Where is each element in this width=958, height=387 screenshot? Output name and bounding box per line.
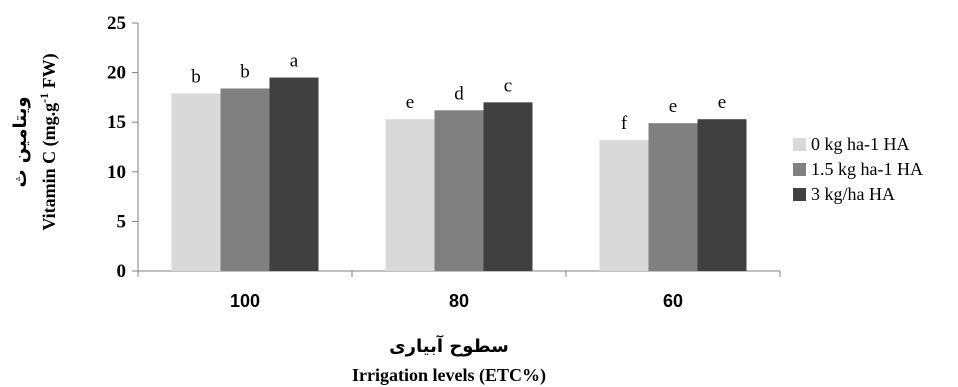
bar xyxy=(483,102,533,271)
legend-label: 1.5 kg ha-1 HA xyxy=(811,159,923,179)
bar xyxy=(385,119,435,271)
significance-letter: b xyxy=(191,66,201,87)
y-tick-label: 20 xyxy=(107,63,126,84)
legend-swatch xyxy=(793,188,806,201)
y-axis-title-persian: ویتامین ث xyxy=(10,96,31,187)
significance-letter: e xyxy=(718,92,726,113)
bar xyxy=(648,123,698,271)
significance-letter: b xyxy=(240,61,250,82)
legend-swatch xyxy=(793,138,806,151)
legend-swatch xyxy=(793,163,806,176)
y-axis-title-main: Vitamin C (mg.g xyxy=(39,103,60,231)
y-axis-title: Vitamin C (mg.g-1 FW) xyxy=(37,53,60,230)
bar xyxy=(434,110,484,272)
y-axis-title-superscript: -1 xyxy=(37,93,51,103)
legend-label: 3 kg/ha HA xyxy=(811,184,895,204)
x-axis-title-persian: سطوح آبیاری xyxy=(389,334,509,357)
x-category-label: 100 xyxy=(230,291,260,311)
significance-letter: e xyxy=(669,96,677,117)
plot-area: 0 5 10 15 20 25 b b a 100 e d c 80 f e e 60 xyxy=(107,13,781,311)
significance-letter: c xyxy=(504,75,512,96)
x-category-label: 80 xyxy=(449,291,469,311)
bar xyxy=(171,93,221,271)
legend: 0 kg ha-1 HA 1.5 kg ha-1 HA 3 kg/ha HA xyxy=(793,134,923,204)
y-tick-label: 25 xyxy=(107,13,126,34)
y-tick-label: 0 xyxy=(117,261,127,282)
y-tick-label: 5 xyxy=(117,211,127,232)
significance-letter: e xyxy=(406,92,414,113)
significance-letter: f xyxy=(621,113,628,134)
bar xyxy=(220,88,270,271)
x-category-label: 60 xyxy=(663,291,683,311)
significance-letter: a xyxy=(290,51,299,72)
bar xyxy=(269,77,319,271)
bar xyxy=(599,140,649,271)
legend-label: 0 kg ha-1 HA xyxy=(811,134,909,154)
y-tick-label: 15 xyxy=(107,112,126,133)
y-tick-label: 10 xyxy=(107,162,126,183)
bar xyxy=(697,119,747,271)
x-axis-title: Irrigation levels (ETC%) xyxy=(352,365,546,386)
y-axis-title-end: FW) xyxy=(39,53,60,93)
significance-letter: d xyxy=(454,83,464,104)
